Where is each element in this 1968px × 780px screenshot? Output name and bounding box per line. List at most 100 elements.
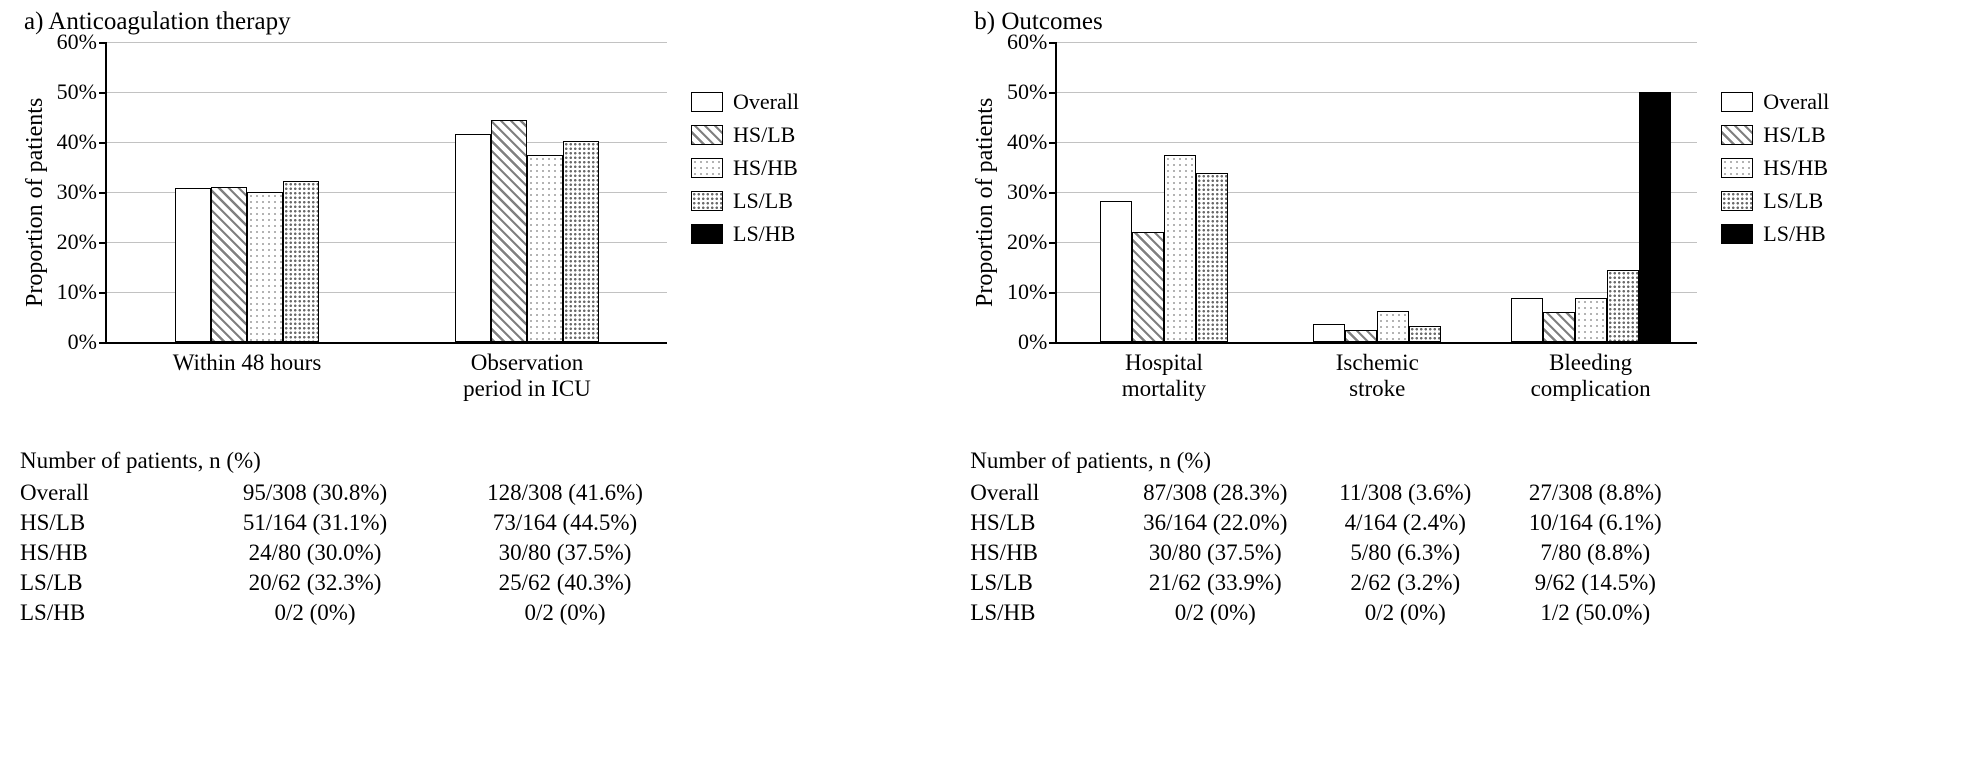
legend-label: HS/LB (1763, 122, 1825, 148)
bar-group (1511, 92, 1671, 342)
ytick-label: 50% (1007, 79, 1057, 105)
table-row: HS/LB36/164 (22.0%)4/164 (2.4%)10/164 (6… (970, 508, 1690, 538)
table-cell: 36/164 (22.0%) (1120, 508, 1310, 538)
bar-hshb (247, 192, 283, 342)
legend-item: HS/HB (691, 155, 799, 181)
legend-swatch (1721, 191, 1753, 211)
panel-a-table-header: Number of patients, n (%) (20, 448, 970, 474)
ytick-label: 40% (1007, 129, 1057, 155)
table-row-label: HS/LB (20, 508, 190, 538)
table-cell: 95/308 (30.8%) (190, 478, 440, 508)
panel-b-table-body: Overall87/308 (28.3%)11/308 (3.6%)27/308… (970, 478, 1690, 628)
bar-overall (1313, 324, 1345, 342)
panel-a-ylabel: Proportion of patients (20, 42, 51, 362)
ytick-label: 60% (1007, 29, 1057, 55)
panel-b-title: b) Outcomes (974, 8, 1948, 36)
table-row-label: Overall (20, 478, 190, 508)
table-row-label: HS/HB (20, 538, 190, 568)
table-row: LS/HB0/2 (0%)0/2 (0%) (20, 598, 690, 628)
legend-label: HS/LB (733, 122, 795, 148)
table-row: LS/LB21/62 (33.9%)2/62 (3.2%)9/62 (14.5%… (970, 568, 1690, 598)
table-row: HS/LB51/164 (31.1%)73/164 (44.5%) (20, 508, 690, 538)
panel-a-legend: Overall HS/LB HS/HB LS/LB LS/HB (691, 82, 799, 254)
legend-label: Overall (733, 89, 799, 115)
bar-hslb (1543, 312, 1575, 343)
table-cell: 4/164 (2.4%) (1310, 508, 1500, 538)
ytick-label: 40% (57, 129, 107, 155)
legend-swatch (1721, 224, 1753, 244)
table-cell: 7/80 (8.8%) (1500, 538, 1690, 568)
legend-swatch (1721, 92, 1753, 112)
bar-hslb (491, 120, 527, 343)
ytick-label: 30% (1007, 179, 1057, 205)
ytick-label: 0% (1018, 329, 1057, 355)
panel-b-ylabel: Proportion of patients (970, 42, 1001, 362)
panel-a-title: a) Anticoagulation therapy (24, 8, 970, 36)
bar-hslb (1132, 232, 1164, 342)
table-cell: 2/62 (3.2%) (1310, 568, 1500, 598)
table-cell: 0/2 (0%) (190, 598, 440, 628)
bar-group (175, 181, 319, 343)
table-row-label: Overall (970, 478, 1120, 508)
xlabel: Hospitalmortality (1057, 342, 1270, 403)
table-cell: 1/2 (50.0%) (1500, 598, 1690, 628)
legend-label: HS/HB (733, 155, 798, 181)
panel-a-chart: Proportion of patients 0%10%20%30%40%50%… (20, 42, 970, 362)
table-cell: 11/308 (3.6%) (1310, 478, 1500, 508)
table-cell: 9/62 (14.5%) (1500, 568, 1690, 598)
bar-overall (175, 188, 211, 342)
ytick-label: 10% (1007, 279, 1057, 305)
ytick-label: 20% (1007, 229, 1057, 255)
bar-lslb (1196, 173, 1228, 343)
table-row: Overall87/308 (28.3%)11/308 (3.6%)27/308… (970, 478, 1690, 508)
table-cell: 73/164 (44.5%) (440, 508, 690, 538)
table-row-label: LS/HB (20, 598, 190, 628)
xlabel: Bleedingcomplication (1484, 342, 1697, 403)
ytick-label: 0% (68, 329, 107, 355)
panel-b-table-header: Number of patients, n (%) (970, 448, 1948, 474)
xlabel: Within 48 hours (107, 342, 387, 376)
table-cell: 87/308 (28.3%) (1120, 478, 1310, 508)
table-cell: 30/80 (37.5%) (440, 538, 690, 568)
panel-b-table: Number of patients, n (%) Overall87/308 … (970, 448, 1948, 628)
legend-item: LS/HB (1721, 221, 1829, 247)
panel-a: a) Anticoagulation therapy Proportion of… (20, 8, 970, 780)
bar-group (1313, 311, 1441, 343)
bar-hslb (1345, 330, 1377, 342)
bar-lslb (1607, 270, 1639, 343)
bar-group (1100, 155, 1228, 343)
bar-hshb (527, 155, 563, 343)
table-row-label: LS/LB (20, 568, 190, 598)
table-cell: 5/80 (6.3%) (1310, 538, 1500, 568)
bar-overall (455, 134, 491, 342)
table-cell: 128/308 (41.6%) (440, 478, 690, 508)
legend-swatch (1721, 125, 1753, 145)
bar-lslb (1409, 326, 1441, 342)
legend-swatch (691, 125, 723, 145)
legend-item: HS/HB (1721, 155, 1829, 181)
table-cell: 0/2 (0%) (1120, 598, 1310, 628)
ytick-label: 10% (57, 279, 107, 305)
table-row-label: HS/HB (970, 538, 1120, 568)
legend-label: LS/HB (733, 221, 795, 247)
panel-b-legend: OverallHS/LBHS/HBLS/LBLS/HB (1721, 82, 1829, 254)
table-cell: 51/164 (31.1%) (190, 508, 440, 538)
table-row-label: LS/LB (970, 568, 1120, 598)
bar-lshb (1639, 92, 1671, 342)
table-row: LS/HB0/2 (0%)0/2 (0%)1/2 (50.0%) (970, 598, 1690, 628)
legend-item: LS/LB (691, 188, 799, 214)
bar-hshb (1377, 311, 1409, 343)
xlabel: Observation period in ICU (387, 342, 667, 403)
ytick-label: 20% (57, 229, 107, 255)
table-cell: 30/80 (37.5%) (1120, 538, 1310, 568)
legend-item: Overall (1721, 89, 1829, 115)
panel-a-plot: 0%10%20%30%40%50%60%Within 48 hoursObser… (105, 42, 667, 344)
table-cell: 0/2 (0%) (1310, 598, 1500, 628)
panel-b-plot: 0%10%20%30%40%50%60%HospitalmortalityIsc… (1055, 42, 1697, 344)
bar-hshb (1164, 155, 1196, 343)
bar-hslb (211, 187, 247, 343)
table-cell: 25/62 (40.3%) (440, 568, 690, 598)
table-row: HS/HB30/80 (37.5%)5/80 (6.3%)7/80 (8.8%) (970, 538, 1690, 568)
xlabel: Ischemicstroke (1271, 342, 1484, 403)
ytick-label: 60% (57, 29, 107, 55)
